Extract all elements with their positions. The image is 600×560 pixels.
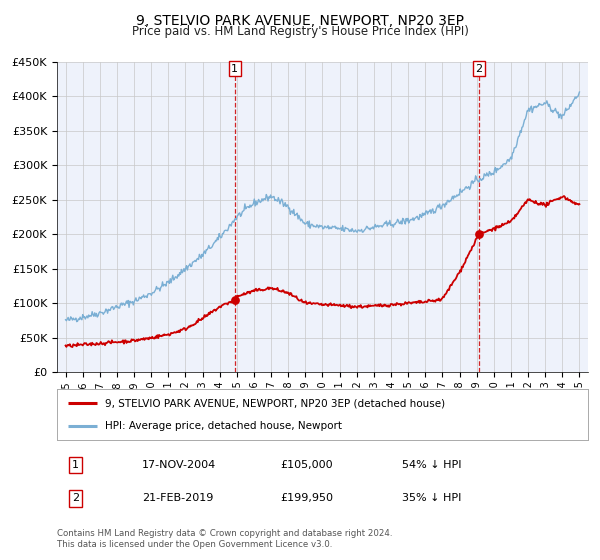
- Point: [474, 230, 484, 239]
- Text: Contains HM Land Registry data © Crown copyright and database right 2024.
This d: Contains HM Land Registry data © Crown c…: [57, 529, 392, 549]
- Text: 54% ↓ HPI: 54% ↓ HPI: [402, 460, 461, 470]
- Text: Price paid vs. HM Land Registry's House Price Index (HPI): Price paid vs. HM Land Registry's House …: [131, 25, 469, 38]
- Text: £105,000: £105,000: [280, 460, 332, 470]
- Point: [230, 296, 239, 305]
- Text: 2: 2: [72, 493, 79, 503]
- Text: 2: 2: [475, 63, 482, 73]
- Text: £199,950: £199,950: [280, 493, 333, 503]
- Text: 9, STELVIO PARK AVENUE, NEWPORT, NP20 3EP (detached house): 9, STELVIO PARK AVENUE, NEWPORT, NP20 3E…: [105, 398, 445, 408]
- Text: HPI: Average price, detached house, Newport: HPI: Average price, detached house, Newp…: [105, 422, 342, 432]
- Text: 17-NOV-2004: 17-NOV-2004: [142, 460, 216, 470]
- Text: 9, STELVIO PARK AVENUE, NEWPORT, NP20 3EP: 9, STELVIO PARK AVENUE, NEWPORT, NP20 3E…: [136, 14, 464, 28]
- Text: 1: 1: [231, 63, 238, 73]
- Text: 35% ↓ HPI: 35% ↓ HPI: [402, 493, 461, 503]
- Text: 21-FEB-2019: 21-FEB-2019: [142, 493, 214, 503]
- Text: 1: 1: [72, 460, 79, 470]
